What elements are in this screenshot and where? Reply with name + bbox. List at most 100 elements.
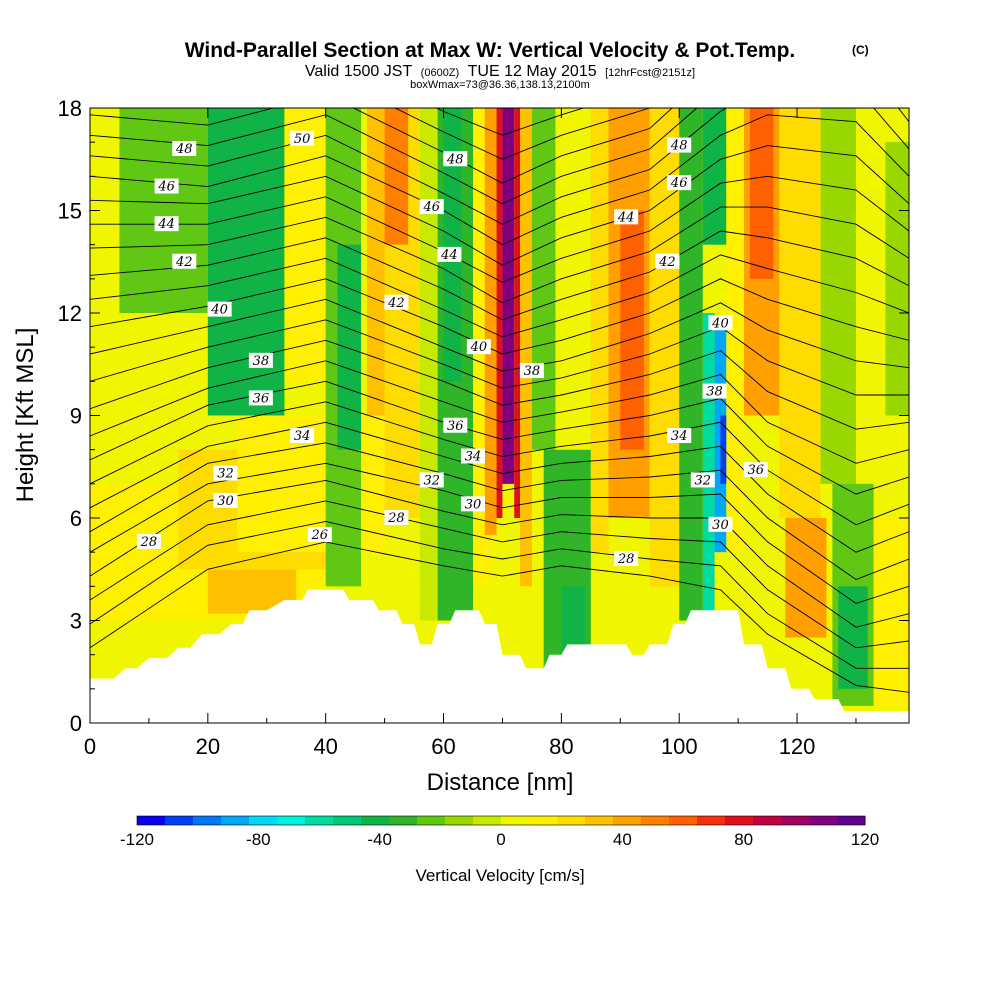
- contour-label: 36: [443, 417, 468, 434]
- svg-text:36: 36: [253, 391, 270, 406]
- theta-contour-41: [90, 230, 909, 321]
- colorbar-swatch: [193, 816, 222, 825]
- theta-contour-31: [90, 442, 909, 581]
- colorbar-swatch: [641, 816, 670, 825]
- velocity-cell: [443, 108, 462, 382]
- svg-text:30: 30: [712, 518, 729, 533]
- colorbar-tick-label: 80: [734, 830, 753, 849]
- svg-text:46: 46: [157, 180, 175, 195]
- svg-text:42: 42: [175, 255, 193, 270]
- subtitle-fcst: [12hrFcst@2151z]: [605, 67, 695, 79]
- y-tick-label: 9: [70, 404, 82, 429]
- theta-contour-49: [394, 108, 651, 160]
- theta-contour-44: [90, 145, 909, 266]
- colorbar-swatch: [557, 816, 586, 825]
- chart-box-info: boxWmax=73@36.36,138.13,2100m: [410, 79, 590, 91]
- colorbar-swatch: [809, 816, 838, 825]
- svg-text:34: 34: [671, 429, 688, 444]
- contour-label: 44: [437, 246, 462, 263]
- velocity-cell: [785, 518, 827, 638]
- svg-text:36: 36: [748, 463, 765, 478]
- contour-label: 28: [614, 551, 639, 567]
- contour-label: 40: [207, 301, 232, 318]
- contour-label: 48: [443, 151, 468, 167]
- velocity-cell: [419, 108, 438, 621]
- colorbar-title: Vertical Velocity [cm/s]: [415, 866, 584, 885]
- svg-text:44: 44: [440, 248, 458, 263]
- velocity-cell: [749, 108, 774, 279]
- colorbar-swatch: [781, 816, 810, 825]
- y-tick-label: 18: [58, 96, 82, 121]
- contour-label: 46: [154, 178, 179, 195]
- colorbar-tick-label: -40: [367, 830, 392, 849]
- svg-text:28: 28: [617, 552, 635, 567]
- velocity-cell: [496, 108, 503, 518]
- x-axis-title: Distance [nm]: [427, 769, 574, 796]
- velocity-cell: [219, 108, 267, 245]
- velocity-cell: [873, 518, 909, 706]
- svg-text:30: 30: [217, 494, 234, 509]
- velocity-cell: [502, 108, 515, 484]
- chart-title: Wind-Parallel Section at Max W: Vertical…: [185, 39, 796, 62]
- svg-text:32: 32: [423, 473, 440, 488]
- plot-area: 50 48 46 44 42 40 38 36 34 32 30 28 26 48 46 44 42 40 38 36…: [90, 108, 909, 723]
- svg-text:42: 42: [658, 255, 676, 270]
- colorbar-tick-label: 40: [613, 830, 632, 849]
- svg-text:26: 26: [311, 528, 329, 543]
- colorbar-swatch: [361, 816, 390, 825]
- svg-text:28: 28: [140, 535, 158, 550]
- contour-labels: 50 48 46 44 42 40 38 36 34 32 30 28 26 48 46 44 42 40 38 36…: [136, 130, 768, 567]
- theta-contour-35: [90, 360, 909, 464]
- contour-label: 38: [519, 363, 544, 379]
- colorbar-swatch: [725, 816, 754, 825]
- contour-label: 36: [248, 390, 273, 406]
- velocity-cell: [384, 108, 409, 245]
- contour-label: 40: [708, 315, 733, 331]
- contour-label: 30: [213, 492, 238, 509]
- contour-label: 32: [213, 465, 238, 482]
- contour-label: 42: [384, 294, 409, 311]
- subtitle-valid: Valid 1500 JST: [305, 63, 413, 80]
- contour-label: 44: [614, 209, 639, 225]
- contour-label: 28: [136, 533, 161, 550]
- x-tick-label: 120: [779, 734, 816, 759]
- subtitle-date: TUE 12 May 2015: [468, 63, 597, 80]
- colorbar-swatch: [417, 816, 446, 825]
- theta-contour-48: [90, 108, 673, 184]
- chart-subtitle: Valid 1500 JST (0600Z) TUE 12 May 2015 […: [305, 63, 695, 80]
- contour-label: 26: [307, 527, 332, 543]
- velocity-cell: [702, 108, 727, 245]
- velocity-cell: [838, 586, 868, 689]
- contour-label: 32: [419, 472, 444, 488]
- colorbar-swatch: [697, 816, 726, 825]
- colorbar-swatch: [249, 816, 278, 825]
- svg-text:40: 40: [210, 303, 228, 318]
- contour-label: 46: [419, 199, 444, 215]
- colorbar-swatch: [389, 816, 418, 825]
- contour-label: 36: [743, 462, 768, 478]
- svg-text:32: 32: [217, 467, 234, 482]
- velocity-cell: [779, 108, 821, 518]
- svg-text:38: 38: [253, 354, 270, 369]
- x-tick-label: 20: [196, 734, 220, 759]
- svg-text:48: 48: [446, 152, 464, 167]
- colorbar-swatch: [473, 816, 502, 825]
- velocity-cell: [885, 142, 909, 416]
- svg-text:34: 34: [465, 450, 482, 465]
- colorbar-swatch: [445, 816, 474, 825]
- velocity-cell: [520, 108, 532, 587]
- y-tick-label: 3: [70, 609, 82, 634]
- x-tick-label: 0: [84, 734, 96, 759]
- colorbar-swatch: [305, 816, 334, 825]
- svg-text:50: 50: [294, 132, 311, 147]
- theta-contour-30: [90, 462, 909, 604]
- colorbar-swatch: [221, 816, 250, 825]
- y-tick-label: 12: [58, 301, 82, 326]
- svg-text:32: 32: [695, 473, 712, 488]
- svg-text:46: 46: [670, 176, 688, 191]
- terrain: [90, 589, 909, 723]
- svg-text:46: 46: [422, 200, 440, 215]
- colorbar-swatch: [753, 816, 782, 825]
- theta-contour-46: [90, 108, 909, 225]
